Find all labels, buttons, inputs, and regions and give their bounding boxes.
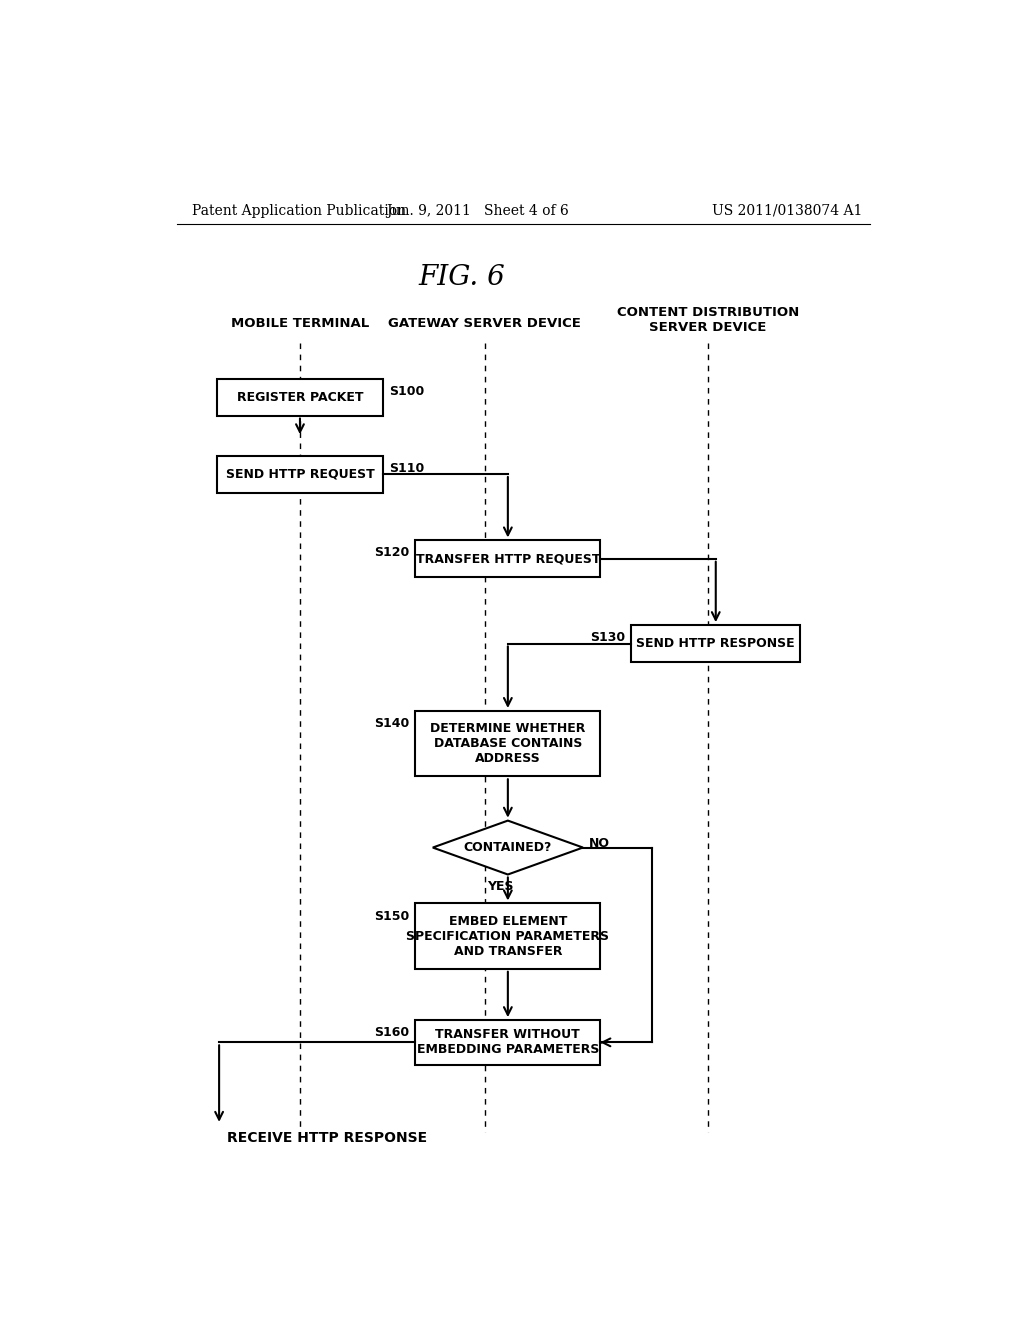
Text: EMBED ELEMENT
SPECIFICATION PARAMETERS
AND TRANSFER: EMBED ELEMENT SPECIFICATION PARAMETERS A…	[407, 915, 609, 957]
FancyBboxPatch shape	[217, 379, 383, 416]
Text: DETERMINE WHETHER
DATABASE CONTAINS
ADDRESS: DETERMINE WHETHER DATABASE CONTAINS ADDR…	[430, 722, 586, 766]
FancyBboxPatch shape	[416, 540, 600, 577]
Text: US 2011/0138074 A1: US 2011/0138074 A1	[712, 203, 862, 218]
FancyBboxPatch shape	[631, 626, 801, 663]
Text: S160: S160	[374, 1026, 410, 1039]
Text: YES: YES	[486, 880, 513, 894]
Text: CONTAINED?: CONTAINED?	[464, 841, 552, 854]
Text: S110: S110	[389, 462, 424, 475]
Text: TRANSFER WITHOUT
EMBEDDING PARAMETERS: TRANSFER WITHOUT EMBEDDING PARAMETERS	[417, 1028, 599, 1056]
Text: S100: S100	[389, 385, 424, 397]
Text: Patent Application Publication: Patent Application Publication	[193, 203, 407, 218]
Text: GATEWAY SERVER DEVICE: GATEWAY SERVER DEVICE	[388, 317, 582, 330]
Text: NO: NO	[589, 837, 610, 850]
Polygon shape	[433, 821, 583, 875]
Text: S130: S130	[590, 631, 625, 644]
FancyBboxPatch shape	[217, 455, 383, 492]
Text: RECEIVE HTTP RESPONSE: RECEIVE HTTP RESPONSE	[226, 1131, 427, 1144]
Text: MOBILE TERMINAL: MOBILE TERMINAL	[230, 317, 369, 330]
Text: SEND HTTP RESPONSE: SEND HTTP RESPONSE	[637, 638, 795, 649]
Text: Jun. 9, 2011   Sheet 4 of 6: Jun. 9, 2011 Sheet 4 of 6	[386, 203, 568, 218]
Text: REGISTER PACKET: REGISTER PACKET	[237, 391, 364, 404]
Text: FIG. 6: FIG. 6	[418, 264, 505, 292]
Text: S120: S120	[374, 546, 410, 560]
FancyBboxPatch shape	[416, 903, 600, 969]
FancyBboxPatch shape	[416, 1020, 600, 1065]
Text: CONTENT DISTRIBUTION
SERVER DEVICE: CONTENT DISTRIBUTION SERVER DEVICE	[616, 306, 799, 334]
Text: TRANSFER HTTP REQUEST: TRANSFER HTTP REQUEST	[416, 552, 600, 565]
Text: S140: S140	[374, 717, 410, 730]
FancyBboxPatch shape	[416, 711, 600, 776]
Text: SEND HTTP REQUEST: SEND HTTP REQUEST	[225, 467, 375, 480]
Text: S150: S150	[374, 909, 410, 923]
